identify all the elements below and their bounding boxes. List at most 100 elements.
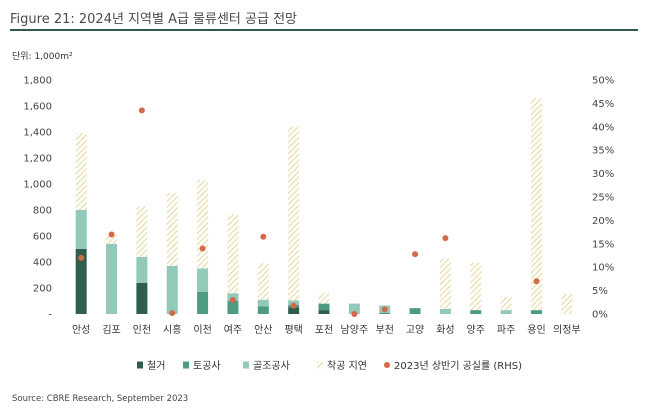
y2-tick-label: 40% xyxy=(592,122,614,133)
x-tick-label: 김포 xyxy=(102,324,120,336)
y-tick-label: 1,600 xyxy=(23,102,52,113)
source-note: Source: CBRE Research, September 2023 xyxy=(12,394,189,404)
x-tick-label: 의정부 xyxy=(553,324,581,336)
x-tick-label: 평택 xyxy=(284,324,302,336)
rhs-point xyxy=(199,245,206,252)
y-tick-label: 200 xyxy=(33,284,52,295)
y-tick-label: 1,800 xyxy=(23,76,52,87)
bar-segment xyxy=(166,265,178,314)
bars xyxy=(75,98,573,314)
x-tick-label: 안산 xyxy=(254,324,272,336)
y-tick-label: 1,400 xyxy=(23,128,52,139)
bar-segment xyxy=(136,256,148,283)
y2-tick-label: 0% xyxy=(592,310,608,321)
x-tick-label: 여주 xyxy=(224,324,242,336)
x-tick-label: 양주 xyxy=(467,324,485,336)
y-axis-left: - 200 400 600 800 1,000 1,200 1,400 1,600 1,800 xyxy=(23,76,52,321)
unit-label: 단위: 1,000m² xyxy=(12,52,73,62)
rhs-point xyxy=(290,302,297,309)
x-tick-label: 시흥 xyxy=(163,323,181,336)
legend-swatch-icon xyxy=(137,361,143,369)
y-tick-label: 1,000 xyxy=(23,180,52,191)
rhs-dots xyxy=(78,107,540,317)
rhs-point xyxy=(138,107,145,114)
bar-segment xyxy=(227,301,239,314)
bar-segment xyxy=(318,293,330,304)
bar-segment xyxy=(106,234,118,244)
bar-segment xyxy=(75,210,87,249)
bar-segment xyxy=(409,308,421,314)
x-tick-label: 안성 xyxy=(72,324,90,336)
bar-segment xyxy=(288,307,300,314)
bar-segment xyxy=(348,303,360,314)
legend-swatch-icon xyxy=(183,361,189,369)
y2-tick-label: 30% xyxy=(592,169,614,180)
y-tick-label: 1,200 xyxy=(23,154,52,165)
bar-segment xyxy=(500,310,512,314)
x-tick-label: 인천 xyxy=(133,324,151,336)
y2-tick-label: 10% xyxy=(592,263,614,274)
x-tick-label: 화성 xyxy=(436,324,454,336)
rhs-point xyxy=(442,235,449,242)
x-tick-label: 포천 xyxy=(315,324,333,336)
y2-tick-label: 20% xyxy=(592,216,614,227)
legend-swatch-icon xyxy=(317,361,323,369)
bar-segment xyxy=(288,126,300,301)
x-tick-label: 부천 xyxy=(376,324,394,336)
legend-dot-icon xyxy=(384,362,390,368)
rhs-point xyxy=(412,251,419,258)
bar-segment xyxy=(470,310,482,314)
rhs-point xyxy=(381,306,388,313)
legend-item-delay: 착공 지연 xyxy=(327,360,367,372)
bar-segment xyxy=(318,303,330,311)
bar-segment xyxy=(197,291,209,314)
bar-segment xyxy=(227,213,239,294)
rhs-point xyxy=(169,310,176,317)
legend-item-rail: 철거 xyxy=(147,360,165,372)
bar-segment xyxy=(75,249,87,314)
bar-segment xyxy=(197,268,209,292)
x-tick-label: 용인 xyxy=(527,324,545,336)
rhs-point xyxy=(260,233,267,240)
bar-segment xyxy=(197,180,209,269)
x-tick-label: 남양주 xyxy=(341,324,369,336)
bar-segment xyxy=(561,294,573,314)
chart-title: Figure 21: 2024년 지역별 A급 물류센터 공급 전망 xyxy=(10,12,297,27)
bar-segment xyxy=(75,133,87,210)
x-axis-labels: 안성 김포 인천 시흥 이천 여주 안산 평택 포천 남양주 부천 고양 화성 양주 파주 용인 의정부 xyxy=(72,323,581,336)
bar-segment xyxy=(439,308,451,314)
rhs-point xyxy=(351,311,358,317)
x-tick-label: 고양 xyxy=(406,324,424,336)
y2-tick-label: 45% xyxy=(592,99,614,110)
y-tick-label: - xyxy=(48,310,52,321)
bar-segment xyxy=(379,312,391,314)
y2-tick-label: 15% xyxy=(592,239,614,250)
y-tick-label: 400 xyxy=(33,258,52,269)
bar-segment xyxy=(136,282,148,314)
rhs-point xyxy=(533,278,540,285)
y2-tick-label: 35% xyxy=(592,146,614,157)
y-tick-label: 800 xyxy=(33,206,52,217)
bar-segment xyxy=(530,310,542,314)
bar-segment xyxy=(318,310,330,314)
y-axis-right: 0% 5% 10% 15% 20% 25% 30% 35% 40% 45% 50% xyxy=(592,76,614,321)
bar-segment xyxy=(136,206,148,257)
y2-tick-label: 50% xyxy=(592,76,614,87)
legend-item-skel: 골조공사 xyxy=(253,360,290,372)
title-divider xyxy=(10,29,638,31)
x-tick-label: 이천 xyxy=(193,324,211,336)
legend-item-land: 토공사 xyxy=(193,360,221,372)
legend-swatch-icon xyxy=(243,361,249,369)
rhs-point xyxy=(78,254,85,261)
bar-segment xyxy=(166,193,178,266)
rhs-point xyxy=(229,296,236,303)
bar-segment xyxy=(470,262,482,311)
legend-item-rhs: 2023년 상반기 공실률 (RHS) xyxy=(394,360,522,372)
y2-tick-label: 25% xyxy=(592,193,614,204)
x-tick-label: 파주 xyxy=(497,324,515,336)
bar-segment xyxy=(439,258,451,309)
legend: 철거 토공사 골조공사 착공 지연 2023년 상반기 공실률 (RHS) xyxy=(137,360,522,372)
bar-segment xyxy=(530,98,542,311)
rhs-point xyxy=(108,231,115,238)
